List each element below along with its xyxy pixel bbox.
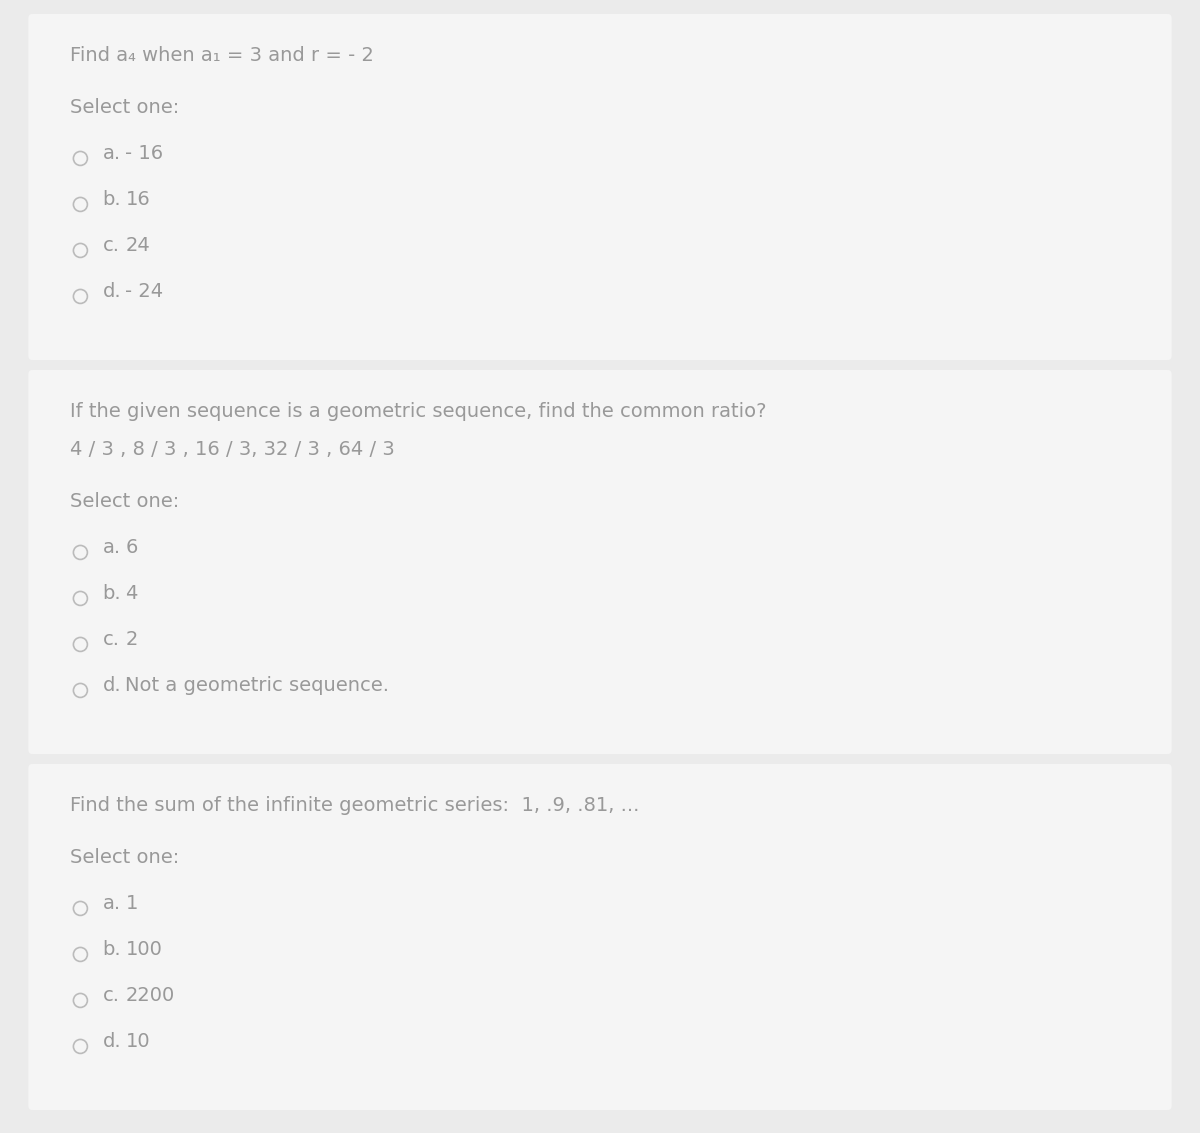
Text: - 24: - 24 — [126, 282, 163, 301]
FancyBboxPatch shape — [29, 370, 1171, 753]
Text: c.: c. — [102, 630, 120, 649]
Text: 100: 100 — [126, 940, 162, 959]
Text: b.: b. — [102, 583, 121, 603]
Text: 1: 1 — [126, 894, 138, 913]
Text: 4 / 3 , 8 / 3 , 16 / 3, 32 / 3 , 64 / 3: 4 / 3 , 8 / 3 , 16 / 3, 32 / 3 , 64 / 3 — [71, 440, 395, 459]
Text: 6: 6 — [126, 538, 138, 557]
Text: 4: 4 — [126, 583, 138, 603]
Text: 16: 16 — [126, 190, 150, 208]
Text: b.: b. — [102, 940, 121, 959]
FancyBboxPatch shape — [29, 14, 1171, 360]
Text: 2200: 2200 — [126, 986, 175, 1005]
Text: Select one:: Select one: — [71, 847, 180, 867]
Text: 2: 2 — [126, 630, 138, 649]
Text: a.: a. — [102, 894, 120, 913]
Text: b.: b. — [102, 190, 121, 208]
Text: c.: c. — [102, 236, 120, 255]
Text: d.: d. — [102, 1032, 121, 1051]
Text: Not a geometric sequence.: Not a geometric sequence. — [126, 676, 389, 695]
Text: a.: a. — [102, 538, 120, 557]
Text: d.: d. — [102, 282, 121, 301]
Text: If the given sequence is a geometric sequence, find the common ratio?: If the given sequence is a geometric seq… — [71, 402, 767, 421]
FancyBboxPatch shape — [29, 764, 1171, 1110]
Text: 10: 10 — [126, 1032, 150, 1051]
Text: Select one:: Select one: — [71, 97, 180, 117]
Text: Select one:: Select one: — [71, 492, 180, 511]
Text: c.: c. — [102, 986, 120, 1005]
Text: a.: a. — [102, 144, 120, 163]
Text: Find the sum of the infinite geometric series:  1, .9, .81, ...: Find the sum of the infinite geometric s… — [71, 796, 640, 815]
Text: d.: d. — [102, 676, 121, 695]
Text: Find a₄ when a₁ = 3 and r = - 2: Find a₄ when a₁ = 3 and r = - 2 — [71, 46, 374, 65]
Text: - 16: - 16 — [126, 144, 163, 163]
Text: 24: 24 — [126, 236, 150, 255]
